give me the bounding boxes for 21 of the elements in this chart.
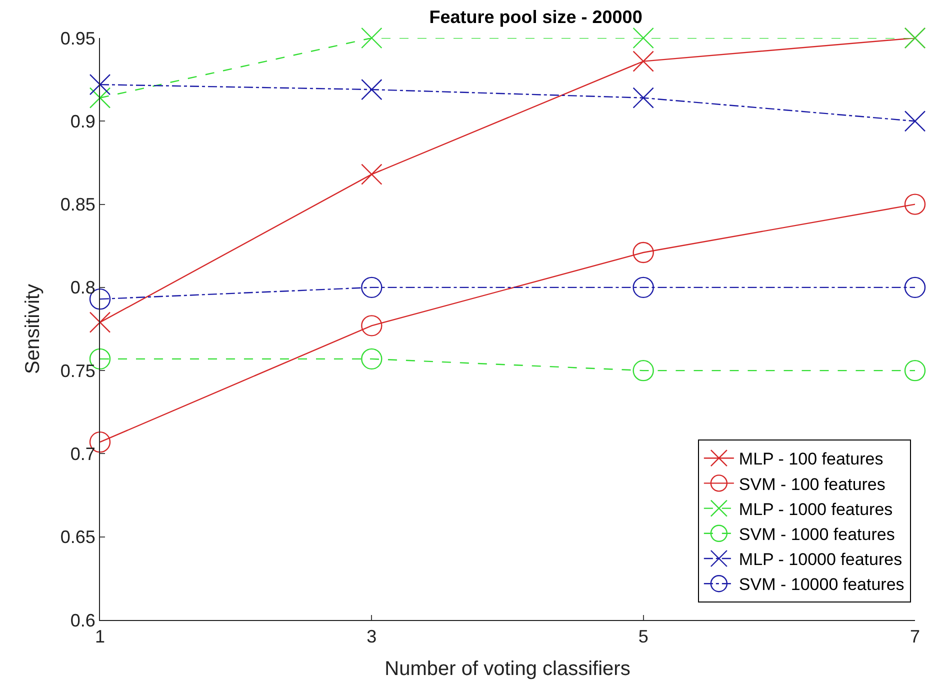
x-axis-title: Number of voting classifiers — [384, 658, 630, 680]
y-tick-label: 0.95 — [60, 28, 96, 48]
y-tick-label: 0.9 — [70, 111, 96, 132]
legend-label: MLP - 100 features — [738, 450, 884, 469]
y-tick-label: 0.8 — [70, 278, 96, 298]
y-tick-label: 0.6 — [70, 610, 96, 630]
legend-label: SVM - 1000 features — [738, 525, 895, 544]
y-tick-label: 0.65 — [60, 527, 96, 548]
y-axis-title: Sensitivity — [22, 284, 44, 374]
y-tick-label: 0.7 — [70, 444, 96, 464]
x-tick-label: 7 — [910, 626, 920, 647]
legend-label: SVM - 100 features — [738, 474, 886, 494]
x-tick-label: 5 — [638, 626, 648, 647]
legend-label: MLP - 10000 features — [738, 550, 902, 570]
y-tick-label: 0.85 — [60, 194, 96, 215]
legend-label: SVM - 10000 features — [738, 575, 904, 594]
y-tick-label: 0.75 — [60, 360, 96, 381]
x-tick-label: 1 — [94, 626, 106, 647]
x-tick-label: 3 — [366, 626, 377, 647]
chart-title: Feature pool size - 20000 — [429, 7, 642, 28]
legend-label: MLP - 1000 features — [738, 500, 893, 519]
